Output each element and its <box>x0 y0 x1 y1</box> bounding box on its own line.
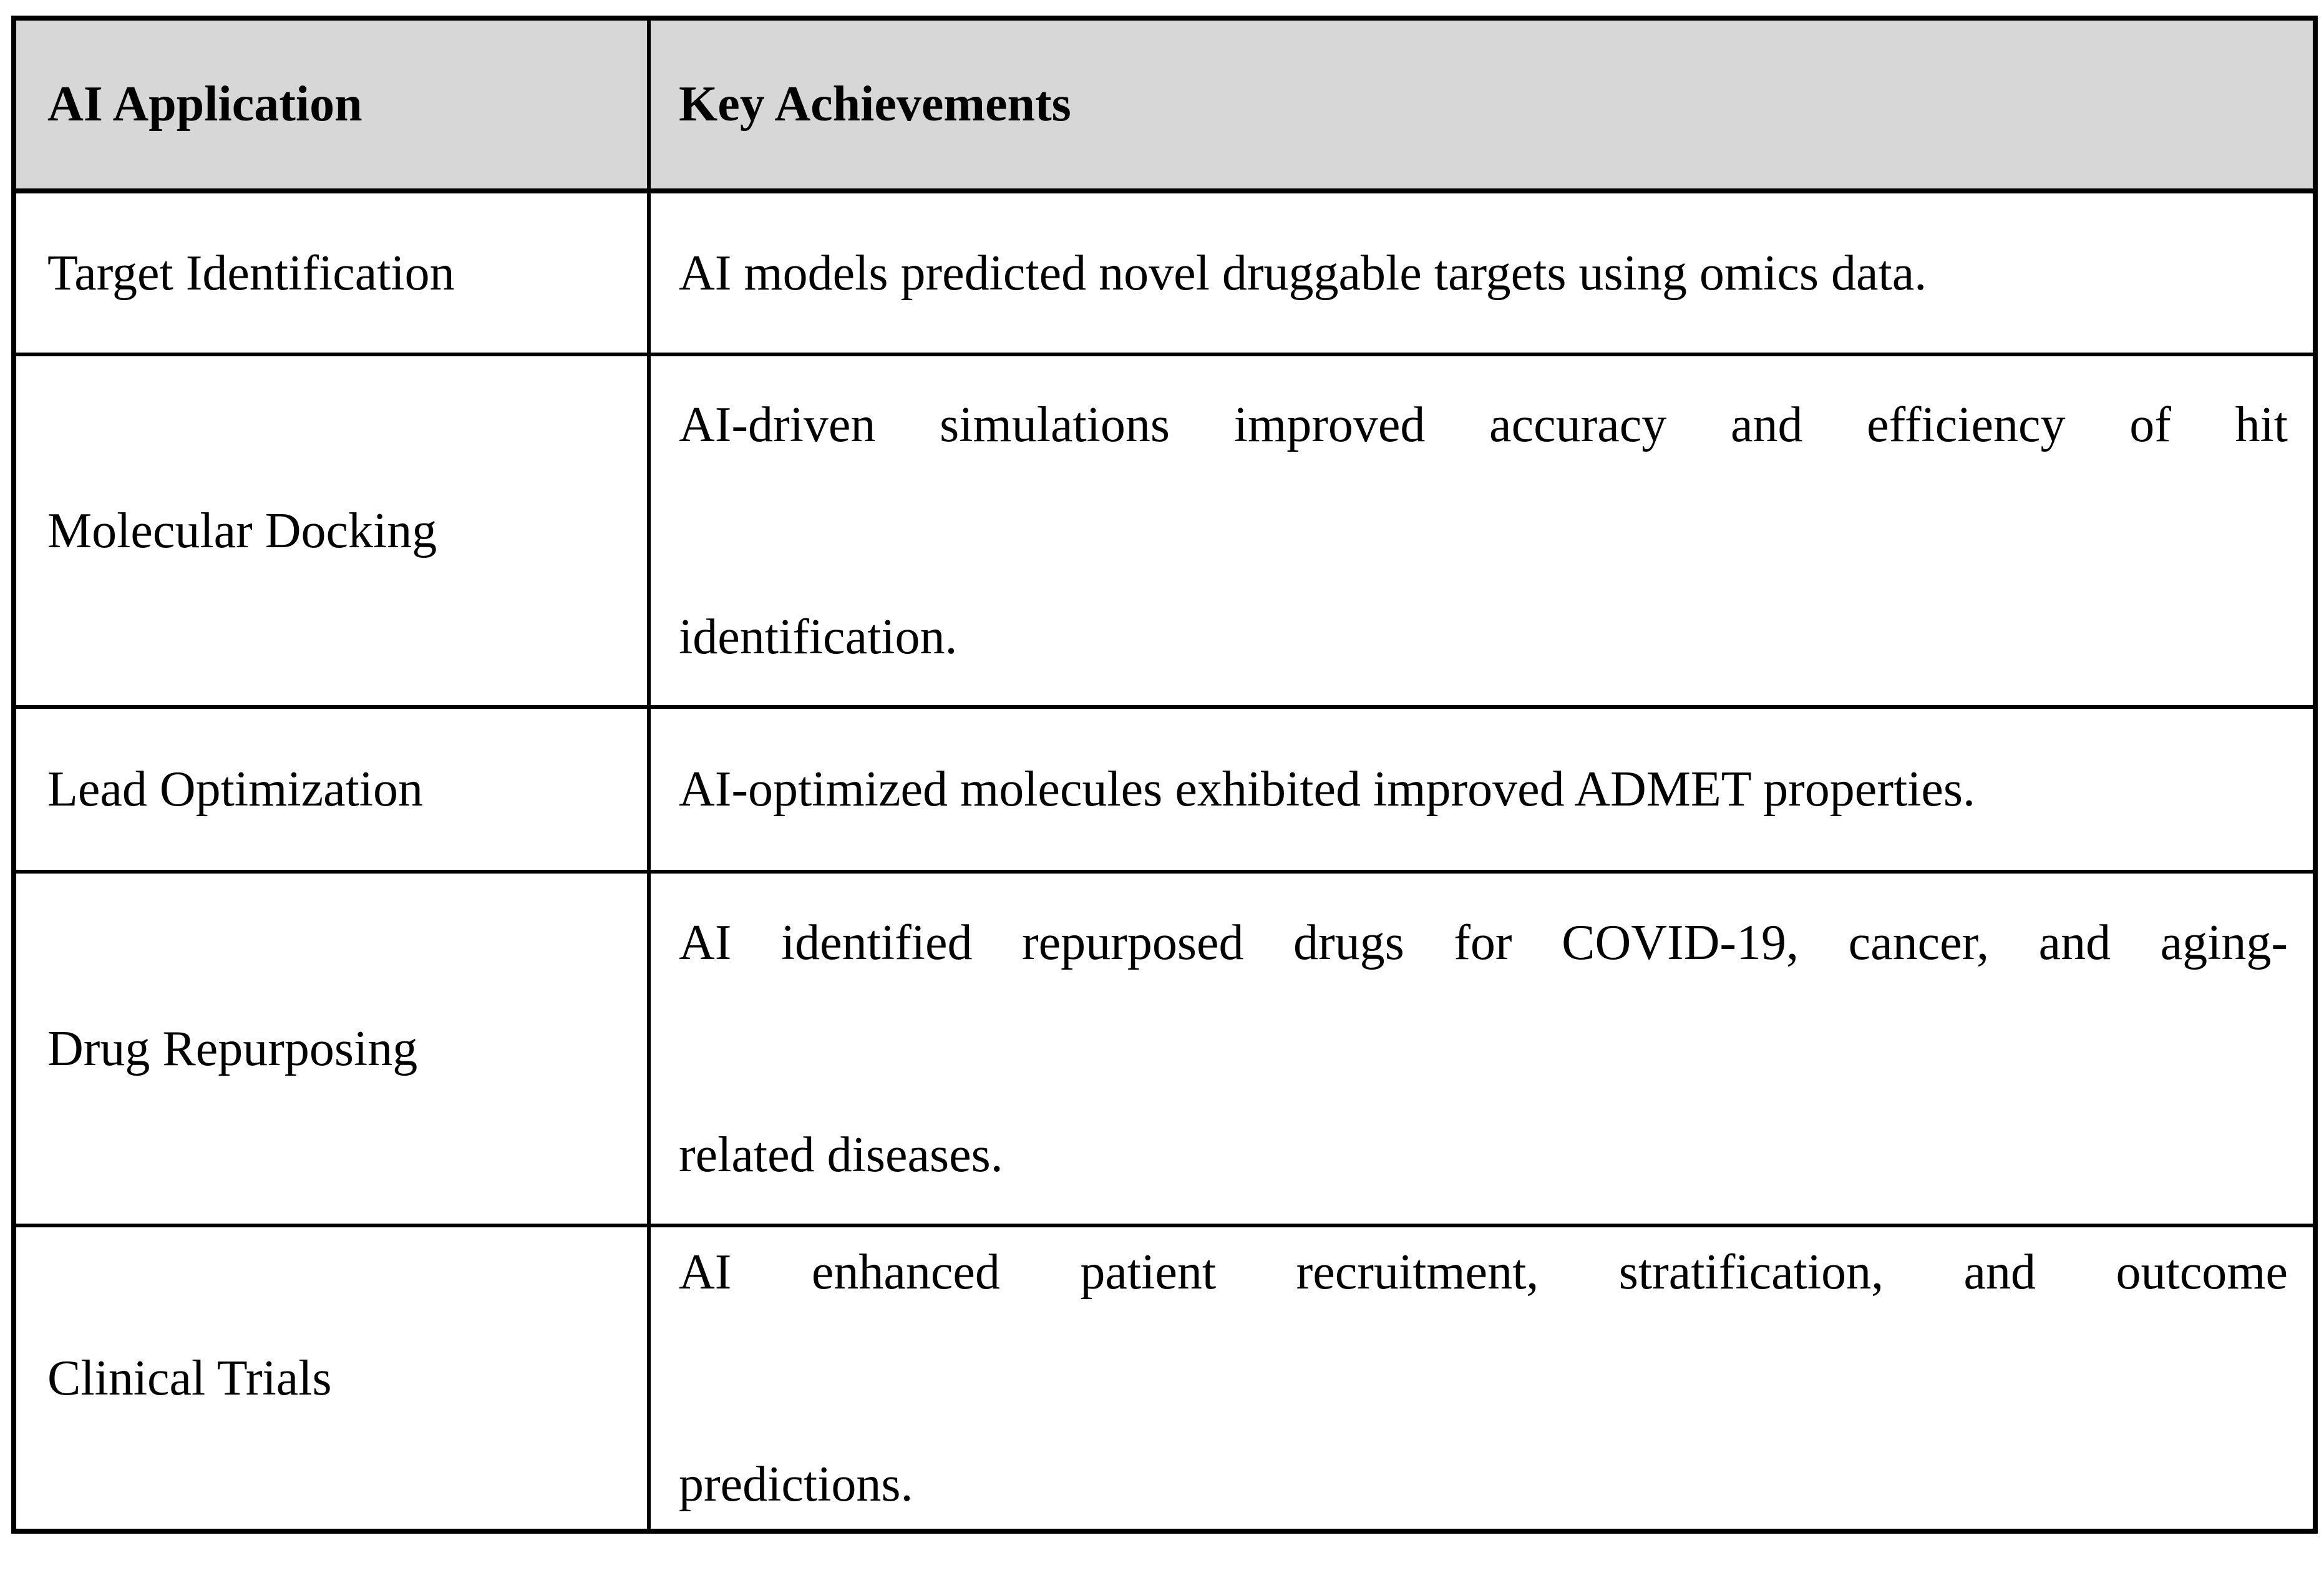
cell-application: Lead Optimization <box>12 705 651 874</box>
ai-applications-table: AI Application Key Achievements Target I… <box>11 16 2318 1534</box>
table-row-drug-repurposing: Drug Repurposing AI identified repurpose… <box>12 870 2317 1227</box>
table-row-target-identification: Target Identification AI models predicte… <box>12 189 2317 356</box>
achievement-line: predictions. <box>679 1456 913 1512</box>
achievement-line: AI-optimized molecules exhibited improve… <box>679 762 1976 817</box>
achievement-line: identification. <box>679 609 958 665</box>
cell-achievement: AI identified repurposed drugs for COVID… <box>647 870 2317 1227</box>
cell-application: Molecular Docking <box>12 353 651 709</box>
table-row-molecular-docking: Molecular Docking AI-driven simulations … <box>12 353 2317 709</box>
column-header-ai-application: AI Application <box>12 16 651 193</box>
cell-application: Drug Repurposing <box>12 870 651 1227</box>
achievement-line: related diseases. <box>679 1127 1003 1182</box>
cell-achievement: AI models predicted novel druggable targ… <box>647 189 2317 356</box>
cell-application: Target Identification <box>12 189 651 356</box>
cell-application: Clinical Trials <box>12 1224 651 1533</box>
column-header-key-achievements: Key Achievements <box>647 16 2317 193</box>
header-row: AI Application Key Achievements <box>12 16 2317 193</box>
achievement-line: AI identified repurposed drugs for COVID… <box>679 915 2288 970</box>
table-row-lead-optimization: Lead Optimization AI-optimized molecules… <box>12 705 2317 874</box>
table-row-clinical-trials: Clinical Trials AI enhanced patient recr… <box>12 1224 2317 1533</box>
achievement-line: AI enhanced patient recruitment, stratif… <box>679 1244 2288 1300</box>
achievement-line: AI models predicted novel druggable targ… <box>679 245 1927 301</box>
cell-achievement: AI enhanced patient recruitment, stratif… <box>647 1224 2317 1533</box>
cell-achievement: AI-optimized molecules exhibited improve… <box>647 705 2317 874</box>
cell-achievement: AI-driven simulations improved accuracy … <box>647 353 2317 709</box>
achievement-line: AI-driven simulations improved accuracy … <box>679 397 2288 452</box>
